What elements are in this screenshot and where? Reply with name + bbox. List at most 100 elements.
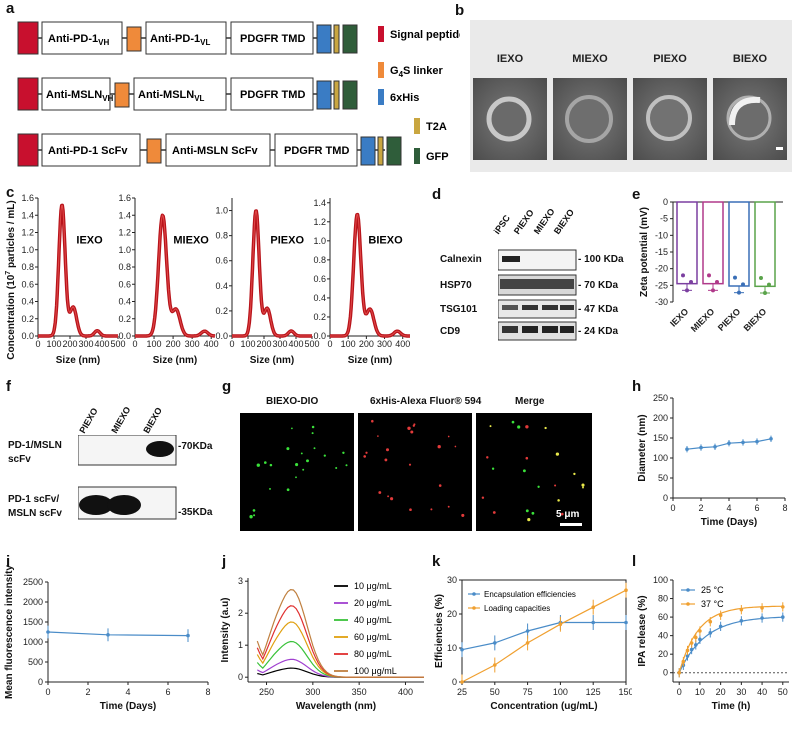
spectrum-line: [256, 605, 424, 678]
spectrum-legend-label: 80 μg/mL: [354, 649, 392, 659]
nta-xtick-label: 100: [240, 339, 255, 349]
chart-i-xtick-label: 0: [45, 687, 50, 697]
fluor-dot: [342, 451, 345, 454]
fluor-dot: [264, 461, 267, 464]
release-legend-dot: [686, 602, 690, 606]
release-point: [689, 647, 694, 652]
fluor-dot: [430, 508, 433, 511]
release-point: [739, 607, 744, 612]
nta-ytick-label: 1.4: [313, 198, 326, 208]
efficiency-line: [461, 589, 627, 683]
chart-l-xtick-label: 0: [677, 687, 682, 697]
nta-ytick-label: 0.4: [118, 297, 131, 307]
nta-ytick-label: 0.0: [118, 331, 131, 341]
panel-label-c: c: [6, 184, 15, 201]
chart-j-ytick-label: 1: [238, 640, 243, 650]
nta-ytick-label: 0.2: [21, 314, 34, 324]
fluor-dot: [390, 497, 394, 501]
nta-xtick-label: 0: [327, 339, 332, 349]
nta-xtick-label: 100: [341, 339, 356, 349]
spectrum-line: [256, 588, 424, 678]
release-point: [708, 619, 713, 624]
chart-k-xtick-label: 25: [457, 687, 467, 697]
fluor-dot: [491, 467, 495, 470]
row1-vl-label: Anti-PD-1VL: [150, 33, 210, 47]
chart-k-xtick-label: 100: [553, 687, 568, 697]
fluor-dot: [269, 487, 271, 490]
chart-l-ytick-label: 80: [658, 594, 668, 604]
nta-ylabel: Concentration (107 particles / mL): [5, 200, 17, 360]
release-legend-label: 25 °C: [701, 585, 724, 595]
wb-f-lane-miexo: MIEXO: [109, 404, 133, 435]
wb-f-row2-label: PD-1 scFv/MSLN scFv: [8, 494, 62, 519]
fluor-dot: [256, 463, 260, 467]
release-point: [698, 629, 702, 633]
fluor-dot: [517, 425, 521, 429]
zeta-ytick-label: -15: [655, 247, 668, 257]
diameter-point: [713, 445, 717, 449]
chart-k-xtick-label: 50: [490, 687, 500, 697]
nta-xlabel: Size (nm): [153, 355, 197, 366]
nta-xtick-label: 300: [185, 339, 200, 349]
fluor-dot: [557, 499, 560, 502]
nta-ytick-label: 0.6: [21, 279, 34, 289]
release-point: [780, 605, 785, 609]
efficiency-point: [591, 605, 595, 609]
panel-label-i: i: [6, 553, 11, 570]
release-curve: [678, 605, 783, 673]
fluor-dot: [511, 420, 515, 424]
mfi-line: [47, 631, 189, 637]
nta-ytick-label: 0.0: [313, 331, 326, 341]
nta-ytick-label: 0.2: [118, 314, 131, 324]
legend-gfp: GFP: [426, 151, 449, 163]
fluor-dot: [295, 463, 299, 467]
chart-i-xtick-label: 6: [165, 687, 170, 697]
wb-d-cd9: CD9: [440, 326, 461, 337]
release-point: [760, 616, 764, 620]
panel-label-j: j: [222, 553, 227, 570]
tem-scalebar: [776, 147, 783, 150]
wb-f-row1-label: PD-1/MSLN scFv: [8, 440, 62, 465]
zeta-ytick-label: -30: [655, 297, 668, 307]
wb-d-mw-24: - 24 KDa: [578, 326, 619, 337]
fluor-dot: [412, 424, 415, 427]
wb-d-tsg101: TSG101: [440, 304, 478, 315]
nta-curve-highlight: [330, 214, 410, 337]
nta-ytick-label: 0.2: [313, 312, 326, 322]
panel-label-f: f: [6, 378, 11, 395]
zeta-point: [737, 290, 741, 295]
nta-ytick-label: 0.4: [313, 293, 326, 303]
fluor-dot: [527, 518, 531, 522]
wb-f: PIEXO MIEXO BIEXO PD-1/MSLN scFv PD-1 scF…: [8, 395, 223, 545]
nta-ytick-label: 0.2: [215, 306, 228, 316]
fluor-dot: [525, 456, 529, 460]
fluor-dot: [385, 448, 390, 452]
chart-l-xtick-label: 30: [736, 687, 746, 697]
nta-ytick-label: 1.0: [118, 245, 131, 255]
nta-chart-title: BIEXO: [368, 235, 403, 247]
nta-xtick-label: 300: [78, 339, 93, 349]
tem-label-biexo: BIEXO: [733, 53, 768, 65]
release-legend-label: 37 °C: [701, 599, 724, 609]
wb-d-hsp70: HSP70: [440, 280, 472, 291]
signal-peptide-block: [17, 21, 39, 55]
nta-ytick-label: 1.6: [21, 193, 34, 203]
fluor-dot: [447, 505, 450, 508]
chart-i-xlabel: Time (Days): [100, 701, 157, 712]
tem-label-miexo: MIEXO: [572, 53, 608, 65]
nta-curve-IEXO: [36, 203, 120, 338]
fluor-dot: [300, 452, 303, 455]
wb-f-mw-35: -35KDa: [178, 507, 213, 518]
nta-ytick-label: 0.8: [118, 262, 131, 272]
nta-curve-highlight: [38, 204, 118, 337]
nta-xtick-label: 500: [110, 339, 125, 349]
fluor-dot: [573, 472, 576, 476]
fluor-dot: [437, 445, 441, 449]
wb-d-mw-47: - 47 KDa: [578, 304, 619, 315]
chart-k-xtick-label: 125: [586, 687, 601, 697]
chart-j-xtick-label: 350: [352, 687, 367, 697]
nta-ytick-label: 1.6: [118, 193, 131, 203]
legend-6xhis: 6xHis: [390, 92, 419, 104]
nta-xtick-label: 400: [395, 339, 410, 349]
chart-i-ylabel: Mean fluorescence intensity: [4, 565, 15, 699]
